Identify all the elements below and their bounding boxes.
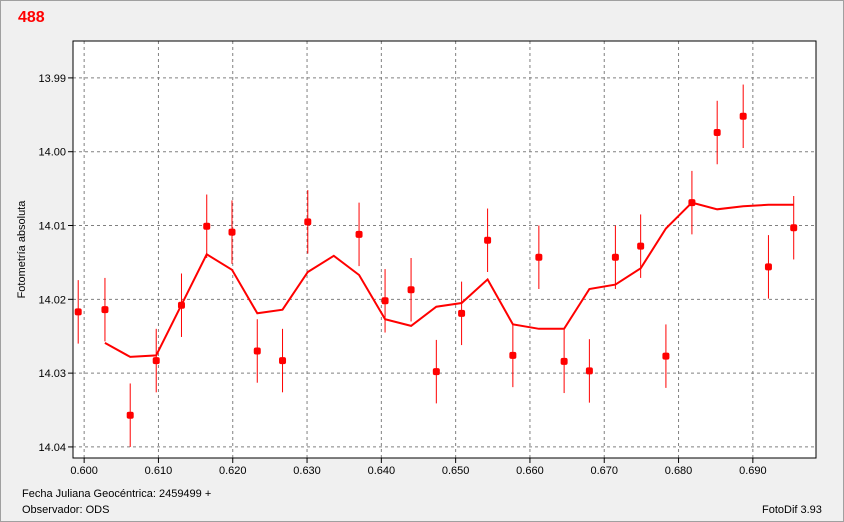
data-point xyxy=(74,308,82,316)
data-point xyxy=(126,411,134,419)
data-point xyxy=(739,112,747,120)
y-tick-label: 14.03 xyxy=(38,368,66,380)
date-label: Fecha Juliana Geocéntrica: 2459499 + xyxy=(22,488,212,500)
x-tick-label: 0.690 xyxy=(739,465,767,477)
data-point xyxy=(458,309,466,317)
data-point xyxy=(611,253,619,261)
x-tick-label: 0.680 xyxy=(665,465,693,477)
y-tick-label: 14.01 xyxy=(38,221,66,233)
x-tick-label: 0.660 xyxy=(516,465,544,477)
data-point xyxy=(355,230,363,238)
data-point xyxy=(253,347,261,355)
data-point xyxy=(101,306,109,314)
data-point xyxy=(152,357,160,365)
y-tick-label: 14.04 xyxy=(38,442,66,454)
data-point xyxy=(484,236,492,244)
data-point xyxy=(228,228,236,236)
plot-border xyxy=(72,40,817,459)
data-point xyxy=(535,253,543,261)
data-point xyxy=(688,199,696,207)
data-point xyxy=(177,301,185,309)
data-point xyxy=(637,242,645,250)
data-point xyxy=(662,352,670,360)
data-point xyxy=(585,367,593,375)
data-point xyxy=(407,286,415,294)
x-tick-label: 0.620 xyxy=(219,465,247,477)
plot-area xyxy=(73,41,816,458)
data-point xyxy=(560,357,568,365)
data-point xyxy=(790,224,798,232)
x-tick-label: 0.650 xyxy=(442,465,470,477)
data-point xyxy=(279,357,287,365)
data-point xyxy=(713,129,721,137)
observer-label: Observador: ODS xyxy=(22,504,110,516)
software-version: FotoDif 3.93 xyxy=(762,504,822,516)
x-tick-label: 0.600 xyxy=(70,465,98,477)
x-tick-label: 0.610 xyxy=(145,465,173,477)
data-point xyxy=(203,222,211,230)
data-point xyxy=(432,368,440,376)
y-tick-label: 13.99 xyxy=(38,73,66,85)
y-tick-label: 14.00 xyxy=(38,147,66,159)
data-point xyxy=(509,351,517,359)
y-tick-label: 14.02 xyxy=(38,294,66,306)
x-tick-label: 0.640 xyxy=(368,465,396,477)
data-point xyxy=(304,218,312,226)
data-point xyxy=(381,297,389,305)
chart-title: 488 xyxy=(18,9,45,26)
y-axis-label: Fotometría absoluta xyxy=(16,200,28,299)
x-tick-label: 0.630 xyxy=(293,465,321,477)
x-tick-label: 0.670 xyxy=(590,465,618,477)
data-point xyxy=(764,263,772,271)
